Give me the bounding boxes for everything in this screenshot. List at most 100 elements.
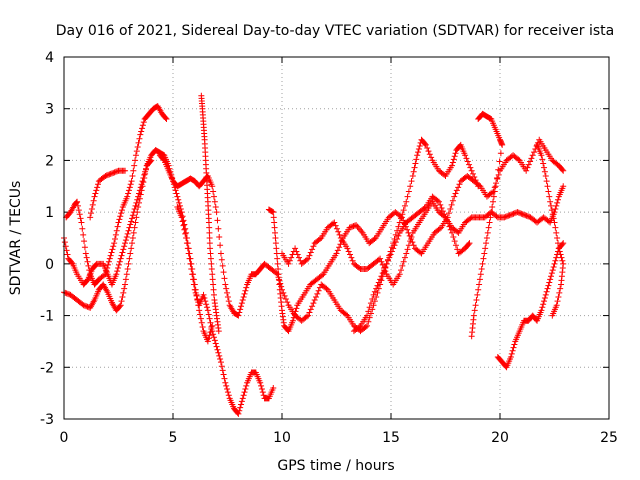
data-point (485, 224, 492, 231)
data-point (184, 245, 191, 252)
data-point (224, 386, 231, 393)
data-point (480, 255, 487, 262)
data-point (260, 392, 267, 399)
data-point (544, 183, 551, 190)
x-tick-label: 20 (491, 430, 509, 446)
data-point (83, 254, 90, 261)
data-point (108, 170, 115, 177)
y-tick-label: -1 (40, 309, 54, 325)
data-point (93, 187, 100, 194)
data-point (511, 210, 518, 217)
data-point (492, 183, 499, 190)
data-point (74, 198, 81, 205)
data-point (63, 290, 70, 297)
data-point (224, 389, 231, 396)
data-point (130, 209, 137, 216)
data-point (84, 277, 91, 284)
data-point (400, 207, 407, 214)
data-point (392, 239, 399, 246)
data-point (284, 299, 291, 306)
data-point (543, 288, 550, 295)
data-point (346, 224, 353, 231)
data-point (510, 344, 517, 351)
data-point (408, 178, 415, 185)
data-point (356, 323, 363, 330)
data-point (109, 246, 116, 253)
data-point (128, 245, 135, 252)
data-point (137, 184, 144, 191)
data-point (84, 303, 91, 310)
data-point (221, 375, 228, 382)
data-point (375, 279, 382, 286)
data-point (219, 262, 226, 269)
data-point (163, 116, 170, 123)
x-tick-label: 0 (60, 430, 69, 446)
data-point (323, 285, 330, 292)
data-point (225, 392, 232, 399)
data-point (415, 149, 422, 156)
data-point (549, 312, 556, 319)
data-point (311, 297, 318, 304)
data-point (303, 256, 310, 263)
data-point (136, 187, 143, 194)
data-point (401, 202, 408, 209)
data-point (210, 281, 217, 288)
data-point (64, 251, 71, 258)
data-point (454, 246, 461, 253)
data-point (364, 312, 371, 319)
series-prn-j (350, 183, 567, 335)
data-point (490, 198, 497, 205)
data-point (366, 304, 373, 311)
data-point (468, 333, 475, 340)
data-point (397, 213, 404, 220)
data-point (217, 359, 224, 366)
data-point (351, 222, 358, 229)
data-point (236, 309, 243, 316)
data-point (174, 193, 181, 200)
data-point (62, 289, 69, 296)
data-point (185, 250, 192, 257)
data-point (491, 188, 498, 195)
data-point (560, 167, 567, 174)
data-point (377, 255, 384, 262)
data-point (449, 229, 456, 236)
data-point (139, 178, 146, 185)
data-point (476, 276, 483, 283)
data-point (289, 251, 296, 258)
data-point (544, 285, 551, 292)
data-point (193, 292, 200, 299)
data-point (543, 178, 550, 185)
data-point (204, 307, 211, 314)
series-prn-i (279, 198, 473, 288)
data-point (509, 211, 516, 218)
data-point (224, 293, 231, 300)
data-point (454, 228, 461, 235)
data-point (130, 167, 137, 174)
data-point (281, 292, 288, 299)
data-point (291, 311, 298, 318)
data-point (371, 236, 378, 243)
data-point (205, 311, 212, 318)
data-point (451, 193, 458, 200)
data-point (541, 298, 548, 305)
data-point (210, 188, 217, 195)
data-point (113, 271, 120, 278)
data-point (237, 404, 244, 411)
data-point (414, 152, 421, 159)
data-point (189, 271, 196, 278)
data-point (121, 285, 128, 292)
data-point (556, 289, 563, 296)
data-point (110, 243, 117, 250)
data-point (114, 168, 121, 175)
data-point (290, 314, 297, 321)
data-point (207, 319, 214, 326)
data-point (257, 379, 264, 386)
data-point (546, 193, 553, 200)
data-point (548, 270, 555, 277)
data-point (101, 272, 108, 279)
data-point (309, 303, 316, 310)
data-point (113, 227, 120, 234)
data-point (142, 165, 149, 172)
data-point (362, 323, 369, 330)
